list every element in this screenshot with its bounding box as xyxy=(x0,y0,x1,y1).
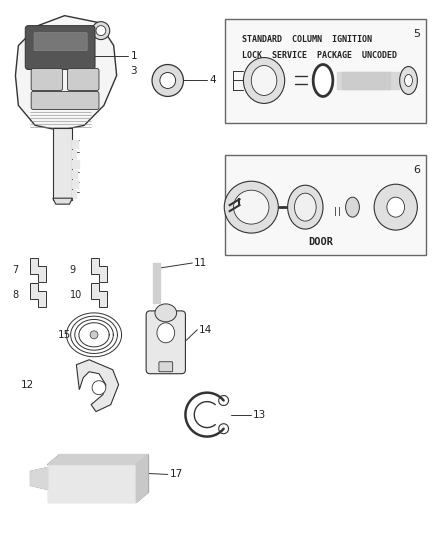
Ellipse shape xyxy=(399,67,417,94)
Polygon shape xyxy=(136,455,148,503)
Polygon shape xyxy=(53,128,72,200)
Text: DOOR: DOOR xyxy=(308,237,333,247)
Ellipse shape xyxy=(288,185,323,229)
Polygon shape xyxy=(30,467,48,489)
Polygon shape xyxy=(153,263,160,303)
Ellipse shape xyxy=(346,197,359,217)
Polygon shape xyxy=(48,455,148,464)
Ellipse shape xyxy=(244,58,285,103)
Circle shape xyxy=(92,381,106,394)
Ellipse shape xyxy=(294,193,316,221)
Text: 1: 1 xyxy=(131,51,137,61)
Circle shape xyxy=(160,72,176,88)
Polygon shape xyxy=(76,360,119,411)
Ellipse shape xyxy=(155,304,177,322)
Text: 10: 10 xyxy=(70,290,82,300)
Text: 3: 3 xyxy=(131,66,137,76)
Text: 17: 17 xyxy=(170,470,183,480)
Polygon shape xyxy=(72,190,76,198)
Text: 12: 12 xyxy=(20,379,34,390)
Ellipse shape xyxy=(251,66,277,95)
FancyBboxPatch shape xyxy=(34,33,87,51)
Polygon shape xyxy=(48,464,136,503)
Polygon shape xyxy=(354,71,360,90)
Circle shape xyxy=(90,331,98,339)
Polygon shape xyxy=(342,71,348,90)
Text: 9: 9 xyxy=(70,265,76,275)
Circle shape xyxy=(92,22,110,39)
Polygon shape xyxy=(72,170,78,178)
Ellipse shape xyxy=(233,190,269,224)
Polygon shape xyxy=(360,71,366,90)
Ellipse shape xyxy=(313,64,333,96)
Circle shape xyxy=(96,26,106,36)
Text: 7: 7 xyxy=(13,265,19,275)
Text: 4: 4 xyxy=(209,76,215,85)
Text: ||: || xyxy=(333,207,343,216)
Polygon shape xyxy=(378,71,384,90)
Text: 11: 11 xyxy=(194,258,208,268)
FancyBboxPatch shape xyxy=(67,69,99,91)
Polygon shape xyxy=(372,71,378,90)
Text: 15: 15 xyxy=(58,330,71,340)
Polygon shape xyxy=(348,71,353,90)
Polygon shape xyxy=(15,15,117,131)
Polygon shape xyxy=(91,258,107,282)
Polygon shape xyxy=(384,71,390,90)
Ellipse shape xyxy=(405,75,413,86)
FancyBboxPatch shape xyxy=(31,69,63,91)
Ellipse shape xyxy=(157,323,175,343)
Text: 13: 13 xyxy=(253,410,266,419)
Circle shape xyxy=(152,64,184,96)
Bar xyxy=(225,155,426,255)
Ellipse shape xyxy=(374,184,417,230)
Ellipse shape xyxy=(224,181,278,233)
Text: 8: 8 xyxy=(13,290,18,300)
Bar xyxy=(225,19,426,123)
Text: STANDARD  COLUMN  IGNITION: STANDARD COLUMN IGNITION xyxy=(242,35,372,44)
Ellipse shape xyxy=(387,197,405,217)
FancyBboxPatch shape xyxy=(31,92,99,109)
Polygon shape xyxy=(72,150,76,158)
Polygon shape xyxy=(30,283,46,307)
Text: 6: 6 xyxy=(413,165,420,175)
Polygon shape xyxy=(366,71,372,90)
Polygon shape xyxy=(91,283,107,307)
FancyBboxPatch shape xyxy=(159,362,173,372)
Polygon shape xyxy=(72,160,79,168)
Polygon shape xyxy=(30,258,46,282)
Polygon shape xyxy=(337,71,399,90)
Polygon shape xyxy=(53,198,72,204)
Polygon shape xyxy=(72,140,78,148)
Text: LOCK  SERVICE  PACKAGE  UNCODED: LOCK SERVICE PACKAGE UNCODED xyxy=(242,51,397,60)
Polygon shape xyxy=(72,180,78,188)
Text: 5: 5 xyxy=(413,29,420,38)
FancyBboxPatch shape xyxy=(25,26,95,69)
FancyBboxPatch shape xyxy=(146,311,185,374)
Text: 14: 14 xyxy=(199,325,212,335)
